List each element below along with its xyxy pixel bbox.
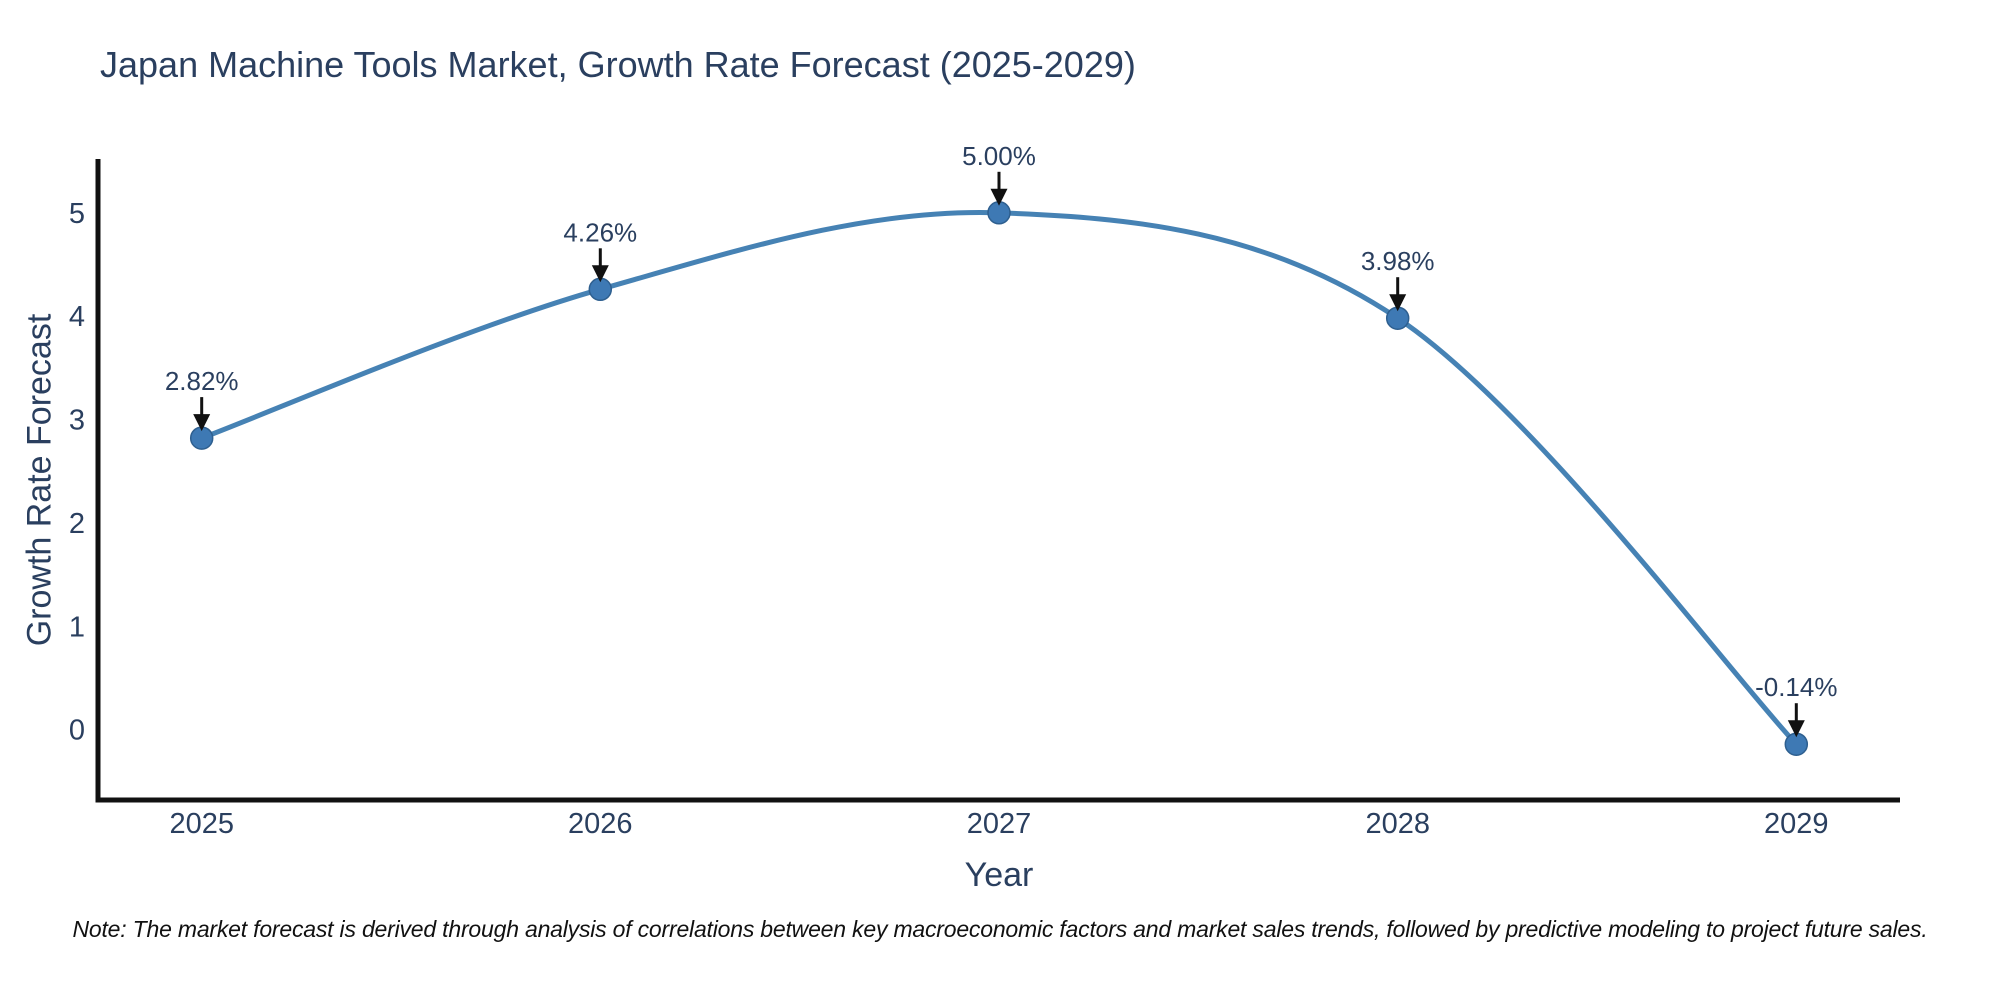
forecast-line [199, 209, 1799, 747]
annotation-2025: 2.82% [165, 366, 239, 432]
annotation-2026: 4.26% [563, 217, 637, 283]
annotation-arrowhead-icon [1389, 294, 1407, 312]
annotation-label-2029: -0.14% [1755, 672, 1837, 702]
annotation-2028: 3.98% [1361, 246, 1435, 312]
annotation-label-2026: 4.26% [563, 217, 637, 247]
x-tick-label-2028: 2028 [1365, 808, 1430, 840]
annotation-arrowhead-icon [1787, 720, 1805, 738]
y-tick-label-4: 4 [69, 301, 85, 333]
y-tick-label-2: 2 [69, 508, 85, 540]
footnote: Note: The market forecast is derived thr… [72, 916, 1928, 942]
annotation-2029: -0.14% [1755, 672, 1837, 738]
x-tick-label-2027: 2027 [967, 808, 1032, 840]
annotation-arrowhead-icon [591, 265, 609, 283]
x-axis-title: Year [964, 856, 1034, 894]
chart-title: Japan Machine Tools Market, Growth Rate … [100, 44, 1136, 85]
y-tick-label-5: 5 [69, 198, 85, 230]
y-tick-label-0: 0 [69, 715, 85, 747]
y-tick-label-1: 1 [69, 611, 85, 643]
x-tick-label-2026: 2026 [568, 808, 633, 840]
y-axis-title: Growth Rate Forecast [20, 313, 59, 647]
annotation-arrowhead-icon [193, 414, 211, 432]
annotation-arrowhead-icon [990, 188, 1008, 206]
annotation-label-2028: 3.98% [1361, 246, 1435, 276]
annotation-label-2025: 2.82% [165, 366, 239, 396]
annotation-label-2027: 5.00% [962, 141, 1036, 171]
annotation-2027: 5.00% [962, 141, 1036, 206]
x-tick-label-2029: 2029 [1764, 808, 1829, 840]
y-tick-label-3: 3 [69, 405, 85, 437]
axis-lines [95, 159, 1900, 803]
x-tick-label-2025: 2025 [169, 808, 234, 840]
